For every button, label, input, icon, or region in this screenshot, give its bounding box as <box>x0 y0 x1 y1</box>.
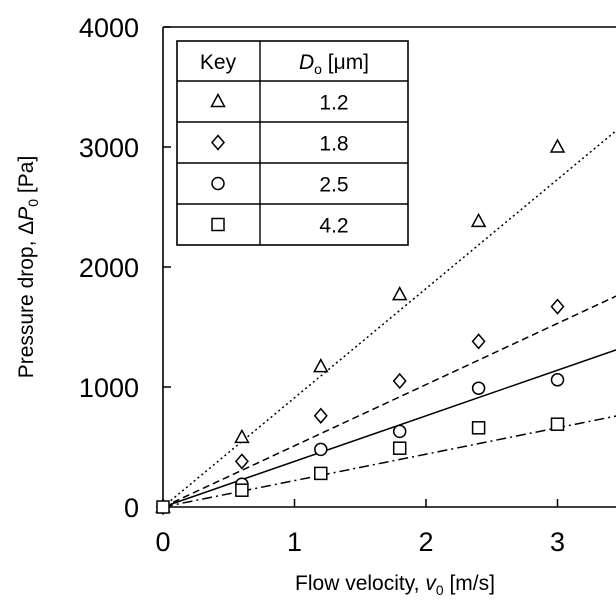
legend-header-diameter: Do [μm] <box>299 51 369 77</box>
data-point-triangle <box>549 138 566 153</box>
fit-line-square <box>162 415 616 508</box>
fit-line-circle <box>162 349 616 508</box>
data-point-diamond <box>313 407 328 424</box>
legend-marker-triangle <box>210 92 226 108</box>
legend-rows: 1.2 1.8 2.5 4.2 <box>210 92 349 238</box>
data-points <box>155 138 566 516</box>
data-point-triangle <box>234 428 250 444</box>
data-point-triangle <box>391 286 408 301</box>
data-point-diamond <box>234 453 249 470</box>
data-point-square <box>550 417 565 431</box>
y-axis-label: Pressure drop, ΔP0 [Pa] <box>15 156 41 379</box>
x-tick-label: 3 <box>550 527 565 557</box>
x-tick-label: 2 <box>418 527 433 557</box>
y-tick-label: 2000 <box>79 253 139 283</box>
data-point-square <box>471 421 486 435</box>
data-point-diamond <box>392 372 407 390</box>
data-point-circle <box>471 381 486 395</box>
x-tick-label: 1 <box>287 527 302 557</box>
x-tick-label: 0 <box>155 527 170 557</box>
data-point-triangle <box>470 212 487 228</box>
y-tick-label: 4000 <box>79 13 139 43</box>
data-point-square <box>314 466 328 481</box>
data-point-square <box>235 483 249 497</box>
data-point-square <box>392 441 407 455</box>
legend-marker-square <box>211 217 225 232</box>
y-tick-label: 0 <box>124 493 139 523</box>
data-point-diamond <box>471 333 486 350</box>
x-axis-label: Flow velocity, v0 [m/s] <box>295 572 495 598</box>
data-point-circle <box>314 442 328 457</box>
fit-line-diamond <box>162 295 616 508</box>
legend-header-key: Key <box>200 51 237 74</box>
legend: Key Do [μm] 1.2 1.8 2.5 4.2 <box>176 40 409 246</box>
data-point-diamond <box>550 298 565 315</box>
legend-label: 1.2 <box>319 92 348 115</box>
data-point-square <box>156 500 170 514</box>
y-tick-label: 3000 <box>79 133 139 163</box>
legend-label: 2.5 <box>319 174 348 197</box>
data-point-triangle <box>313 358 329 373</box>
ticks: 0 1 2 3 0 1000 2000 3000 4000 <box>79 13 565 557</box>
legend-marker-circle <box>211 176 225 191</box>
legend-label: 1.8 <box>319 133 348 156</box>
data-point-circle <box>550 373 565 387</box>
legend-label: 4.2 <box>319 215 348 238</box>
y-tick-label: 1000 <box>79 373 139 403</box>
legend-marker-diamond <box>211 134 225 151</box>
data-point-circle <box>392 424 407 439</box>
